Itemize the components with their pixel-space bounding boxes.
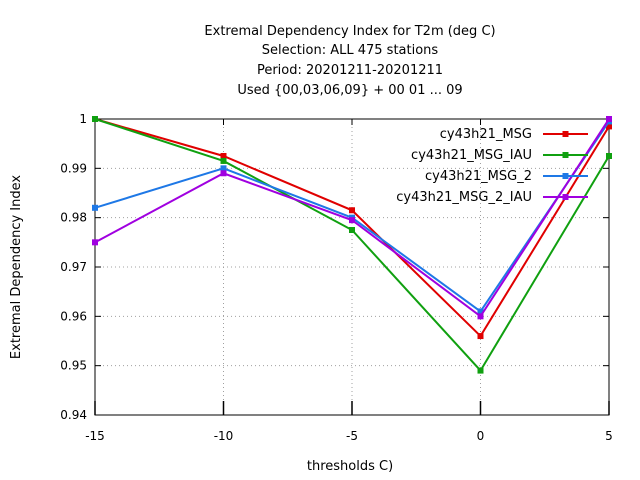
data-point	[606, 116, 612, 122]
y-tick-label: 0.96	[60, 309, 87, 323]
data-point	[220, 170, 227, 177]
data-point	[477, 308, 484, 315]
legend-label: cy43h21_MSG_2_IAU	[396, 190, 532, 205]
data-point	[477, 333, 484, 340]
x-tick-label: -10	[214, 429, 234, 443]
x-tick-label: -5	[346, 429, 358, 443]
y-axis-label: Extremal Dependency Index	[9, 175, 24, 359]
data-point	[220, 157, 227, 164]
y-tick-label: 0.98	[60, 211, 87, 225]
legend-swatch-marker	[562, 173, 569, 179]
data-point	[92, 204, 98, 211]
data-point	[220, 153, 227, 159]
x-tick-label: 5	[605, 429, 613, 443]
data-point	[477, 367, 484, 374]
data-point	[606, 153, 612, 159]
legend-label: cy43h21_MSG_2	[425, 169, 532, 184]
series-group	[92, 116, 612, 374]
data-point	[92, 239, 98, 246]
legend-entry: cy43h21_MSG	[440, 127, 588, 142]
y-tick-label: 0.97	[60, 260, 87, 274]
x-axis-label: thresholds C)	[307, 459, 393, 474]
y-tick-label: 0.94	[60, 408, 87, 422]
grid	[95, 119, 609, 415]
y-tick-label: 0.95	[60, 359, 87, 373]
x-tick-label: -15	[85, 429, 105, 443]
title-line-2: Selection: ALL 475 stations	[262, 43, 439, 58]
series-cy43h21_MSG_IAU	[92, 116, 612, 374]
data-point	[92, 116, 98, 122]
y-tick-label: 0.99	[60, 161, 87, 175]
legend: cy43h21_MSG cy43h21_MSG_IAU cy43h21_MSG_2c…	[396, 127, 588, 205]
chart-title: Extremal Dependency Index for T2m (deg C…	[204, 24, 495, 98]
axes: 0.94 0.95 0.96 0.97 0.98 0.99 1 -15 -10 -5 0 5	[60, 112, 613, 443]
data-point	[220, 165, 227, 172]
legend-swatch-marker	[562, 152, 569, 158]
title-line-3: Period: 20201211-20201211	[257, 63, 443, 78]
series-cy43h21_MSG_2_IAU	[92, 116, 612, 320]
title-line-1: Extremal Dependency Index for T2m (deg C…	[204, 24, 495, 39]
legend-swatch-marker	[562, 131, 569, 137]
data-point	[606, 123, 612, 130]
legend-label: cy43h21_MSG_IAU	[411, 148, 532, 163]
data-point	[349, 207, 355, 214]
y-tick-label: 1	[79, 112, 87, 126]
x-tick-label: 0	[477, 429, 485, 443]
legend-label: cy43h21_MSG	[440, 127, 532, 142]
title-line-4: Used {00,03,06,09} + 00 01 ... 09	[237, 83, 462, 98]
data-point	[477, 313, 484, 320]
legend-swatch-marker	[562, 194, 569, 200]
legend-entry: cy43h21_MSG_2_IAU	[396, 190, 588, 205]
legend-entry: cy43h21_MSG_IAU	[411, 148, 588, 163]
legend-entry: cy43h21_MSG_2	[425, 169, 588, 184]
data-point	[349, 227, 355, 233]
data-point	[349, 217, 355, 224]
